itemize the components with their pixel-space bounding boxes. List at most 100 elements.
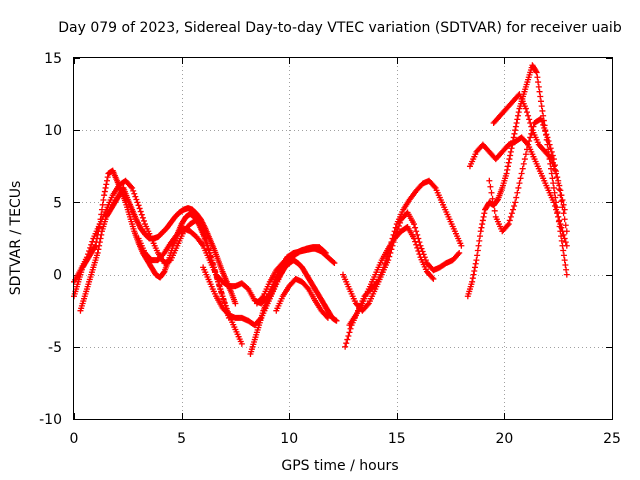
data-point xyxy=(508,145,515,152)
data-point xyxy=(537,115,544,122)
data-point xyxy=(561,257,568,264)
data-point xyxy=(511,130,518,137)
y-tick-labels: -10 -5 0 5 10 15 xyxy=(39,51,62,428)
data-point xyxy=(521,156,528,163)
data-point xyxy=(547,145,554,152)
data-point xyxy=(130,187,137,194)
series-track-8 xyxy=(273,275,331,321)
data-point xyxy=(324,314,331,321)
data-point xyxy=(474,252,481,259)
series-track-13 xyxy=(466,134,570,249)
data-point xyxy=(518,170,525,177)
y-tick-label: -5 xyxy=(48,340,62,356)
data-point xyxy=(103,181,110,188)
data-point xyxy=(553,206,560,213)
data-point xyxy=(430,275,437,282)
data-point xyxy=(513,119,520,126)
data-point xyxy=(550,199,557,206)
data-point xyxy=(563,266,570,273)
data-point xyxy=(512,123,519,130)
data-point xyxy=(134,199,141,206)
data-point xyxy=(513,194,520,201)
data-point xyxy=(512,199,519,206)
data-point xyxy=(96,242,103,249)
data-point xyxy=(128,183,135,190)
data-point xyxy=(469,278,476,285)
data-point xyxy=(381,260,388,267)
data-point xyxy=(539,107,546,114)
data-point xyxy=(526,116,533,123)
data-points xyxy=(71,62,570,358)
data-point xyxy=(560,201,567,208)
x-tick-label: 5 xyxy=(177,431,186,447)
data-point xyxy=(504,166,511,173)
data-point xyxy=(411,221,418,228)
data-point xyxy=(96,239,103,246)
data-point xyxy=(489,195,496,202)
y-axis-label: SDTVAR / TECUs xyxy=(8,181,24,296)
data-point xyxy=(519,165,526,172)
data-point xyxy=(97,235,104,242)
data-point xyxy=(100,196,107,203)
data-point xyxy=(472,260,479,267)
data-point xyxy=(542,128,549,135)
data-point xyxy=(551,189,558,196)
data-point xyxy=(562,222,569,229)
data-point xyxy=(418,245,425,252)
data-point xyxy=(136,205,143,212)
data-point xyxy=(412,238,419,245)
x-tick-label: 10 xyxy=(280,431,298,447)
data-point xyxy=(505,159,512,166)
data-point xyxy=(541,125,548,132)
data-point xyxy=(417,242,424,249)
data-point xyxy=(474,247,481,254)
data-point xyxy=(504,222,511,229)
data-point xyxy=(412,224,419,231)
data-point xyxy=(557,221,564,228)
data-point xyxy=(364,301,371,308)
data-point xyxy=(553,170,560,177)
data-point xyxy=(525,141,532,148)
data-point xyxy=(559,196,566,203)
data-point xyxy=(517,175,524,182)
data-point xyxy=(561,235,568,242)
data-point xyxy=(232,300,239,307)
data-point xyxy=(477,233,484,240)
data-point xyxy=(490,201,497,208)
data-point xyxy=(537,98,544,105)
data-point xyxy=(99,201,106,208)
series-track-9 xyxy=(340,209,463,314)
data-point xyxy=(523,146,530,153)
data-point xyxy=(98,231,105,238)
x-tick-labels: 0 5 10 15 20 25 xyxy=(70,431,621,447)
data-point xyxy=(331,260,338,267)
data-point xyxy=(343,340,350,347)
series-track-11 xyxy=(346,223,437,329)
data-point xyxy=(342,343,349,350)
data-point xyxy=(95,246,102,253)
data-point xyxy=(479,221,486,228)
data-point xyxy=(516,180,523,187)
data-point xyxy=(132,193,139,200)
data-point xyxy=(555,177,562,184)
data-point xyxy=(520,160,527,167)
plot-frame xyxy=(73,57,613,420)
data-point xyxy=(330,259,337,266)
data-point xyxy=(323,313,330,320)
data-point xyxy=(556,182,563,189)
data-point xyxy=(515,109,522,116)
data-point xyxy=(503,170,510,177)
data-point xyxy=(554,174,561,181)
series-track-15 xyxy=(490,91,568,213)
data-point xyxy=(488,189,495,196)
data-point xyxy=(392,224,399,231)
data-point xyxy=(380,264,387,271)
data-point xyxy=(522,151,529,158)
data-point xyxy=(558,198,565,205)
data-point xyxy=(469,275,476,282)
y-tick-label: 15 xyxy=(44,51,62,67)
data-point xyxy=(563,271,570,278)
data-point xyxy=(543,131,550,138)
data-point xyxy=(475,242,482,249)
